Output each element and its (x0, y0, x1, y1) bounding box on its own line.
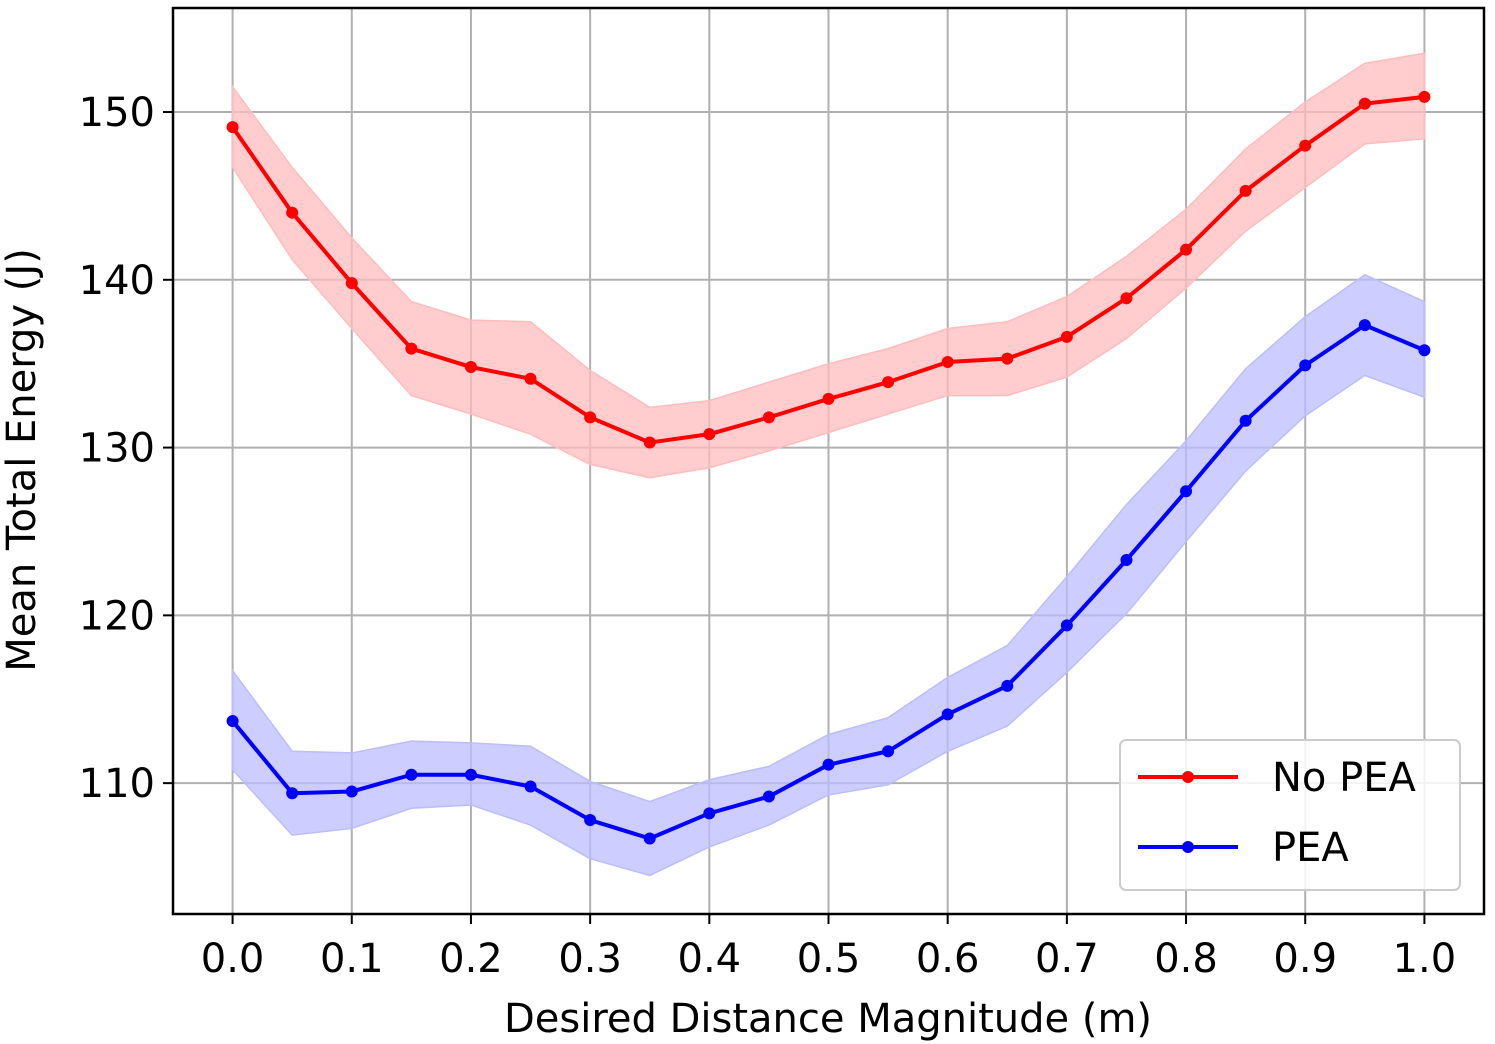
data-point-pea (941, 708, 954, 721)
legend-marker-pea (1182, 841, 1194, 853)
data-point-pea (524, 780, 537, 793)
band-pea (231, 273, 1426, 877)
data-point-no-pea (1060, 330, 1073, 343)
x-tick-label: 0.9 (1273, 936, 1337, 982)
data-point-no-pea (703, 428, 716, 441)
x-tick-label: 0.5 (797, 936, 861, 982)
legend-marker-no-pea (1182, 771, 1194, 783)
series-lines (226, 90, 1431, 845)
data-point-no-pea (762, 411, 775, 424)
legend-label-pea: PEA (1272, 825, 1349, 871)
data-point-no-pea (405, 342, 418, 355)
band-no-pea (231, 52, 1426, 479)
data-point-no-pea (1239, 184, 1252, 197)
data-point-pea (1358, 319, 1371, 332)
x-tick-label: 0.6 (916, 936, 980, 982)
data-point-pea (703, 807, 716, 820)
axis-ticks: 0.0 0.1 0.2 0.3 0.4 0.5 0.6 0.7 0.8 0.9 1.0 110 120 1… (79, 90, 1457, 982)
data-point-pea (1239, 414, 1252, 427)
data-point-pea (405, 768, 418, 781)
confidence-bands (231, 52, 1426, 877)
x-tick-label: 1.0 (1393, 936, 1457, 982)
data-point-pea (1120, 553, 1133, 566)
legend: No PEA PEA (1119, 739, 1461, 891)
legend-label-no-pea: No PEA (1272, 755, 1417, 801)
data-point-pea (882, 745, 895, 758)
data-point-no-pea (1358, 97, 1371, 110)
data-point-no-pea (584, 411, 597, 424)
data-point-pea (1418, 344, 1431, 357)
data-point-no-pea (1299, 139, 1312, 152)
data-point-no-pea (524, 372, 537, 385)
y-tick-label: 150 (79, 90, 155, 136)
y-tick-label: 120 (79, 593, 155, 639)
y-axis-label: Mean Total Energy (J) (0, 248, 45, 672)
x-tick-label: 0.4 (678, 936, 742, 982)
data-point-no-pea (882, 376, 895, 389)
data-point-no-pea (345, 277, 358, 290)
x-tick-label: 0.8 (1154, 936, 1218, 982)
y-tick-label: 110 (79, 761, 155, 807)
data-point-no-pea (643, 436, 656, 449)
data-point-pea (584, 814, 597, 827)
y-tick-label: 140 (79, 258, 155, 304)
data-point-pea (345, 785, 358, 798)
x-tick-label: 0.7 (1035, 936, 1099, 982)
data-point-pea (822, 758, 835, 771)
data-point-no-pea (822, 392, 835, 405)
data-point-pea (762, 790, 775, 803)
data-point-pea (1180, 485, 1193, 498)
data-point-no-pea (1001, 352, 1014, 365)
data-point-pea (643, 832, 656, 845)
data-point-no-pea (464, 361, 477, 374)
y-tick-label: 130 (79, 426, 155, 472)
data-point-pea (1060, 619, 1073, 632)
data-point-no-pea (1180, 243, 1193, 256)
x-tick-label: 0.0 (201, 936, 265, 982)
data-point-pea (1299, 359, 1312, 372)
data-point-pea (1001, 679, 1014, 692)
x-tick-label: 0.1 (320, 936, 384, 982)
x-tick-label: 0.3 (558, 936, 622, 982)
data-point-no-pea (226, 121, 239, 134)
data-point-no-pea (1418, 90, 1431, 103)
data-point-pea (464, 768, 477, 781)
data-point-no-pea (286, 206, 299, 219)
data-point-no-pea (1120, 292, 1133, 305)
data-point-pea (286, 787, 299, 800)
data-point-no-pea (941, 356, 954, 369)
data-point-pea (226, 715, 239, 728)
x-tick-label: 0.2 (439, 936, 503, 982)
x-axis-label: Desired Distance Magnitude (m) (504, 996, 1152, 1042)
